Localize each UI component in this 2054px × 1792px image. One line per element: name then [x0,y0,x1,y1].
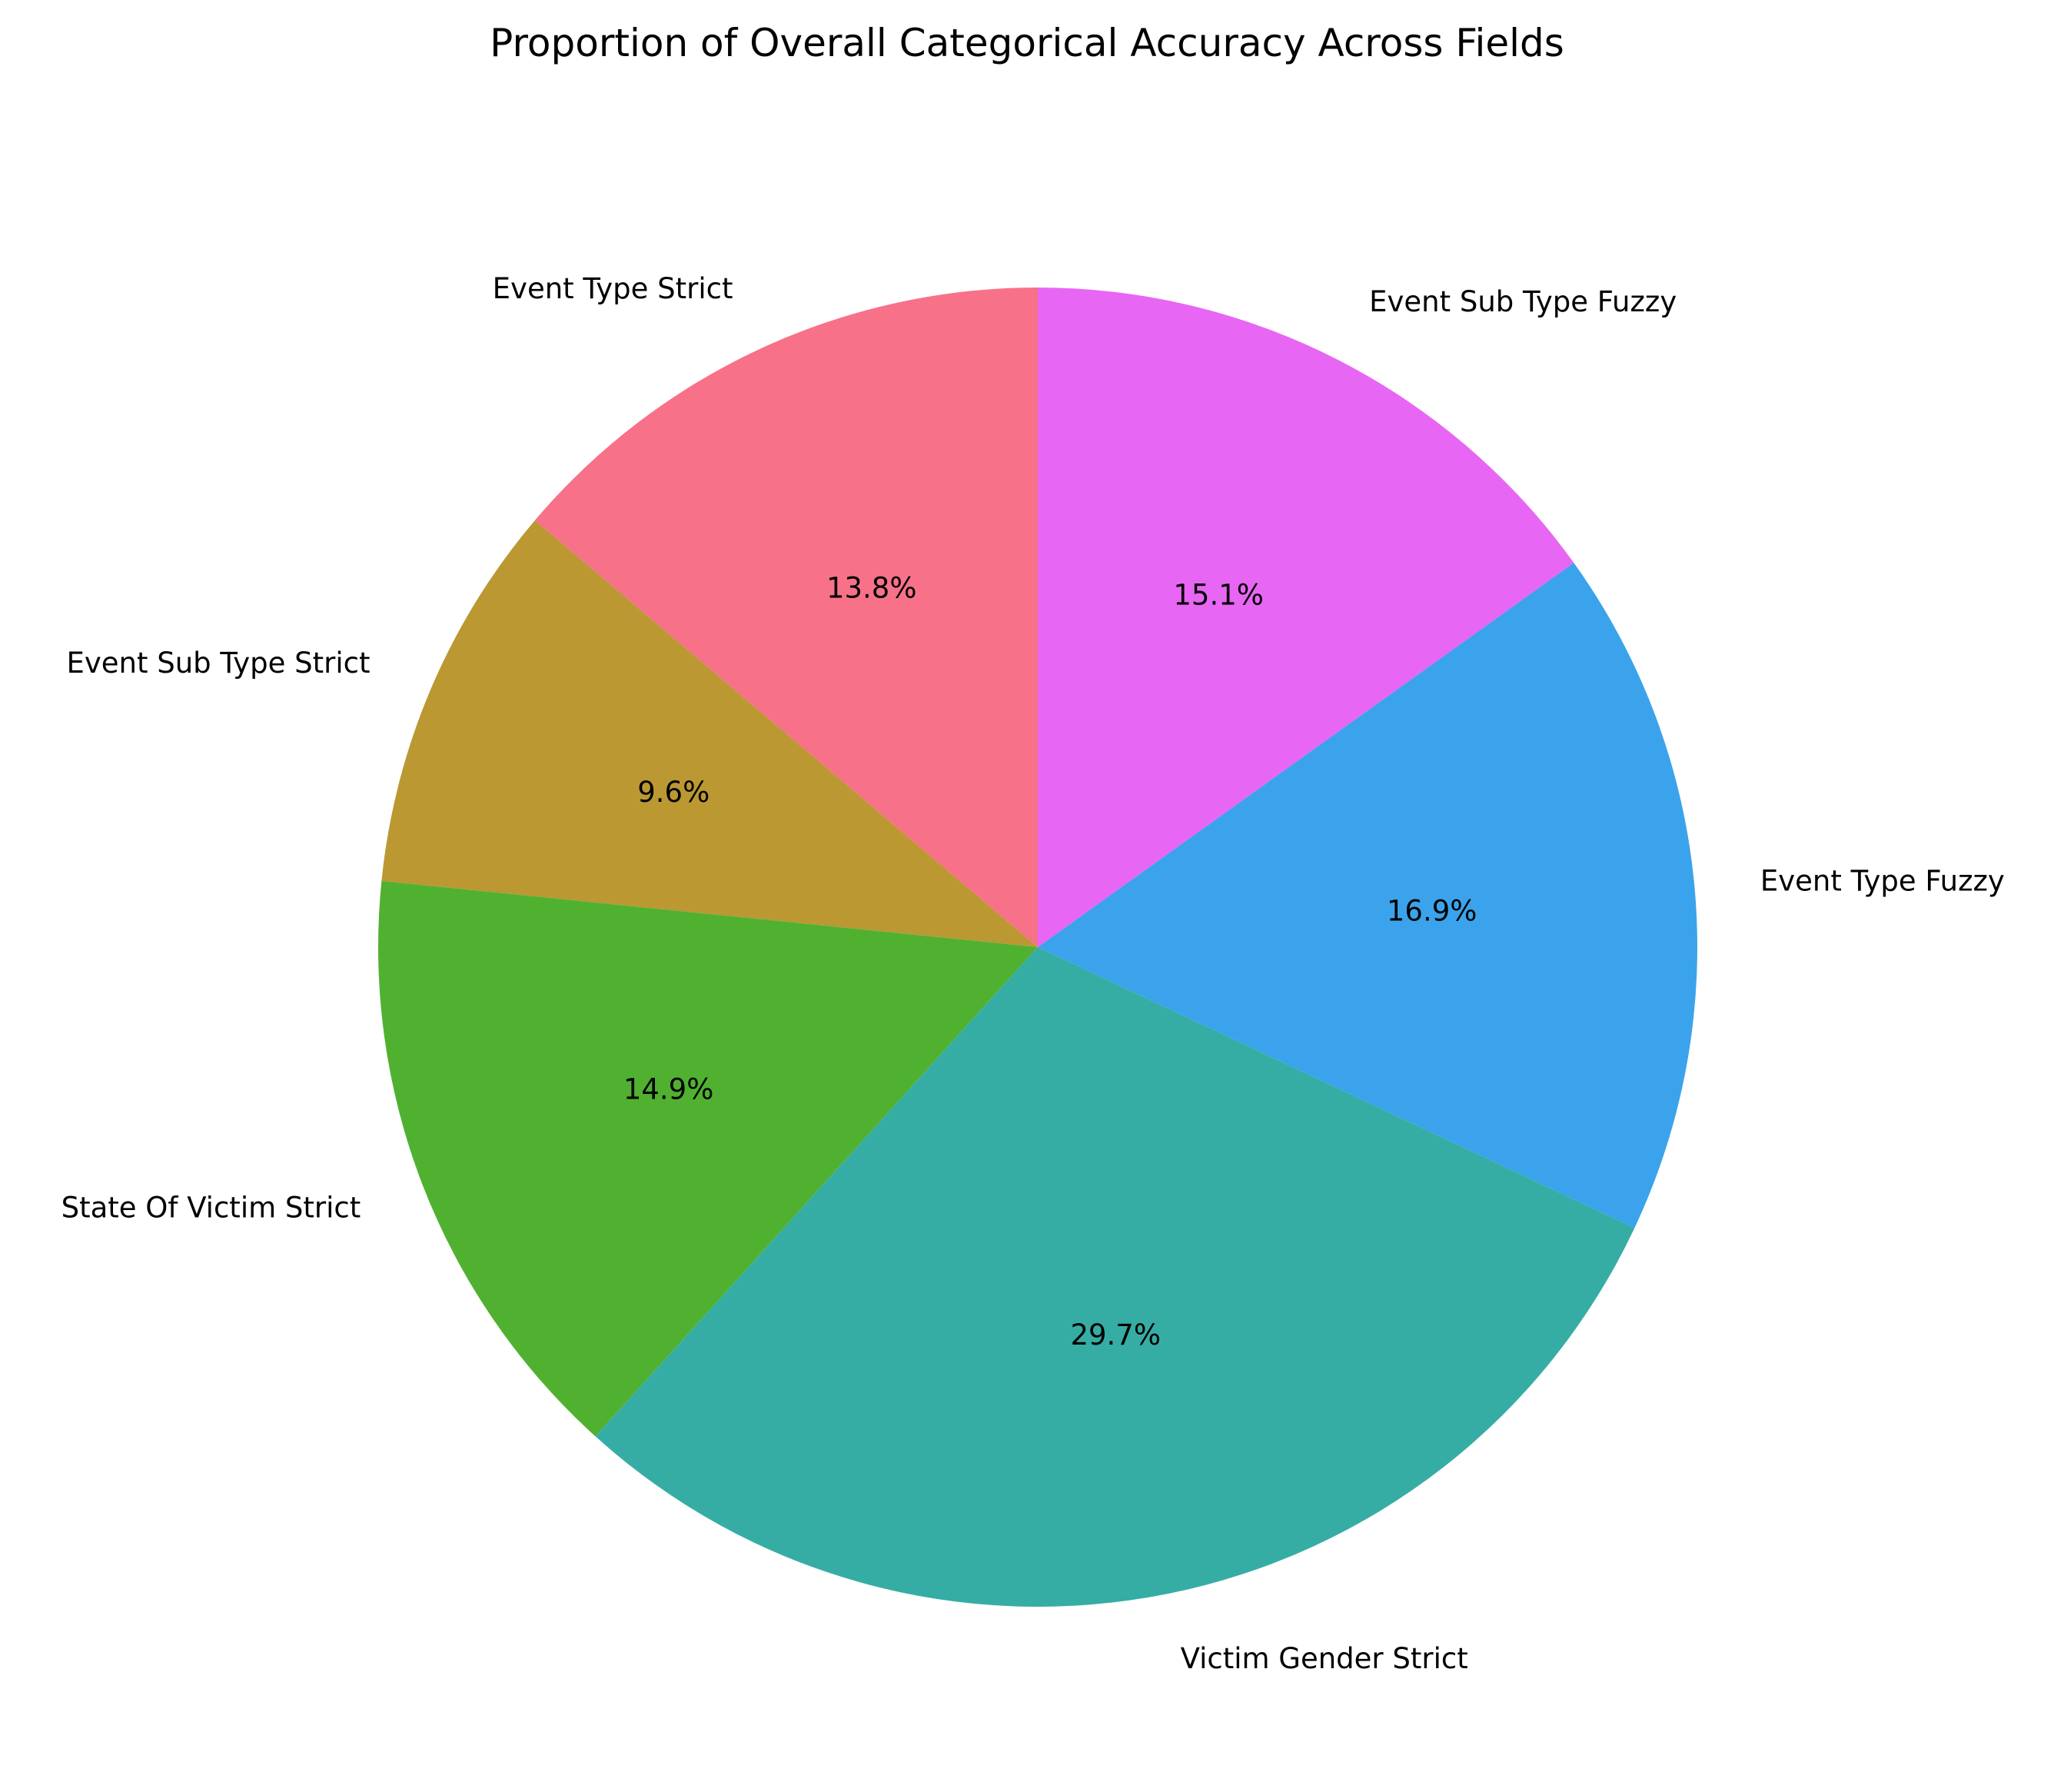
pie-slice-event-type-fuzzy [1038,563,1697,1228]
slice-label-event-type-strict: Event Type Strict [493,272,733,305]
pie-slice-state-of-victim-strict [378,880,1038,1437]
pie-slice-event-type-strict [534,288,1038,947]
pie-slice-event-sub-type-strict [381,520,1038,947]
pie-slices [378,288,1697,1607]
slice-label-victim-gender-strict: Victim Gender Strict [1181,1642,1468,1675]
pct-label-event-sub-type-strict: 9.6% [637,776,710,809]
pct-label-event-type-fuzzy: 16.9% [1387,895,1477,928]
pie-slice-victim-gender-strict [595,947,1635,1607]
pct-label-event-type-strict: 13.8% [826,571,917,604]
slice-label-event-type-fuzzy: Event Type Fuzzy [1760,865,2005,898]
pie-slice-event-sub-type-fuzzy [1038,288,1574,947]
slice-label-event-sub-type-strict: Event Sub Type Strict [66,647,370,680]
pct-label-state-of-victim-strict: 14.9% [623,1072,714,1105]
pct-label-victim-gender-strict: 29.7% [1070,1318,1161,1351]
slice-label-state-of-victim-strict: State Of Victim Strict [61,1192,361,1225]
pct-label-event-sub-type-fuzzy: 15.1% [1173,579,1264,612]
pie-labels: 13.8% Event Type Strict 9.6% Event Sub Type… [61,272,2005,1675]
chart-title: Proportion of Overall Categorical Accura… [490,21,1564,65]
slice-label-event-sub-type-fuzzy: Event Sub Type Fuzzy [1369,285,1677,318]
